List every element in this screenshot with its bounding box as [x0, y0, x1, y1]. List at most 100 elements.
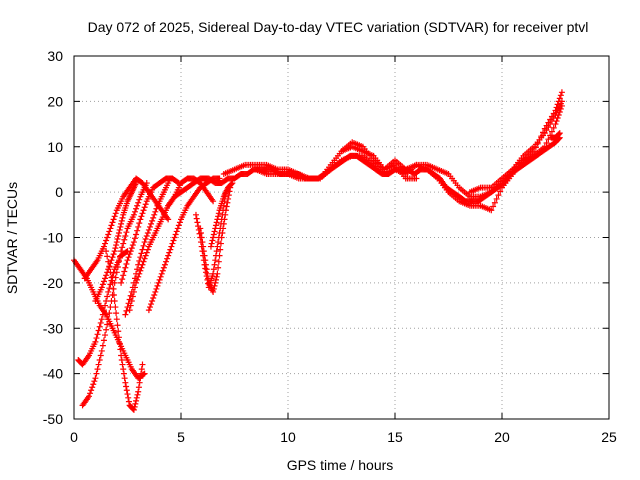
data-point — [148, 301, 155, 308]
data-point — [201, 252, 208, 259]
data-point — [115, 258, 122, 265]
data-point — [215, 213, 222, 220]
x-axis-label: GPS time / hours — [287, 457, 394, 473]
data-point — [143, 249, 150, 256]
x-tick-labels: 0 5 10 15 20 25 — [70, 429, 617, 445]
data-point — [102, 275, 109, 282]
data-point — [141, 239, 148, 246]
data-point — [220, 225, 227, 232]
data-point — [120, 370, 127, 377]
data-point — [541, 130, 548, 137]
data-point — [210, 234, 217, 241]
series-arc18 — [338, 143, 420, 182]
data-point — [139, 210, 146, 217]
data-point — [133, 180, 140, 187]
data-point — [202, 257, 209, 264]
data-point — [218, 234, 225, 241]
data-point — [102, 332, 109, 339]
data-point — [213, 273, 220, 280]
data-point — [557, 105, 564, 112]
data-point — [212, 257, 219, 264]
data-point — [104, 321, 111, 328]
data-point — [118, 279, 125, 286]
data-point — [136, 257, 143, 264]
data-point — [110, 251, 117, 258]
data-point — [133, 205, 140, 212]
data-point — [556, 108, 563, 115]
grid-lines — [74, 56, 609, 419]
data-point — [103, 272, 110, 279]
data-point — [204, 270, 211, 277]
data-point — [95, 361, 102, 368]
data-point — [151, 211, 158, 218]
data-point — [124, 257, 131, 264]
y-tick-label: -40 — [43, 366, 63, 382]
data-point — [161, 261, 168, 268]
data-point — [163, 258, 170, 265]
data-point — [117, 253, 124, 260]
data-point — [151, 291, 158, 298]
series-arc12 — [192, 189, 229, 291]
data-point — [135, 273, 142, 280]
data-point — [173, 228, 180, 235]
data-point — [128, 245, 135, 252]
data-point — [113, 269, 120, 276]
data-point — [115, 232, 122, 239]
data-point — [103, 248, 110, 255]
data-point — [202, 261, 209, 268]
data-point — [131, 284, 138, 291]
data-point — [98, 284, 105, 291]
data-point — [119, 276, 126, 283]
data-point — [553, 118, 560, 125]
data-point — [203, 266, 210, 273]
data-point — [140, 242, 147, 249]
data-point — [211, 282, 218, 289]
data-point — [171, 234, 178, 241]
data-point — [213, 219, 220, 226]
data-point — [210, 288, 217, 295]
data-point — [488, 207, 495, 214]
data-point — [130, 211, 137, 218]
x-tick-label: 0 — [70, 429, 78, 445]
data-point — [103, 237, 110, 244]
data-point — [120, 272, 127, 279]
data-point — [100, 337, 107, 344]
data-points — [71, 89, 565, 413]
data-point — [106, 310, 113, 317]
data-point — [176, 219, 183, 226]
data-point — [133, 394, 140, 401]
data-point — [131, 235, 138, 242]
data-point — [212, 222, 219, 229]
data-point — [120, 366, 127, 373]
data-point — [122, 232, 129, 239]
data-point — [117, 346, 124, 353]
data-point — [554, 115, 561, 122]
data-point — [228, 180, 235, 187]
data-point — [102, 240, 109, 247]
data-point — [113, 239, 120, 246]
data-point — [109, 273, 116, 280]
data-point — [108, 222, 115, 229]
data-point — [168, 243, 175, 250]
data-point — [90, 381, 97, 388]
data-point — [134, 202, 141, 209]
data-point — [87, 390, 94, 397]
data-point — [118, 217, 125, 224]
data-point — [134, 266, 141, 273]
data-point — [107, 269, 114, 276]
data-point — [197, 229, 204, 236]
data-point — [169, 240, 176, 247]
data-point — [130, 239, 137, 246]
data-point — [105, 288, 112, 295]
series-arc6 — [103, 248, 146, 413]
data-point — [100, 278, 107, 285]
data-point — [134, 276, 141, 283]
data-point — [146, 304, 153, 311]
data-point — [143, 232, 150, 239]
data-point — [222, 211, 229, 218]
data-point — [128, 298, 135, 305]
data-point — [100, 307, 107, 314]
data-point — [222, 207, 229, 214]
data-point — [97, 352, 104, 359]
data-point — [124, 391, 131, 398]
